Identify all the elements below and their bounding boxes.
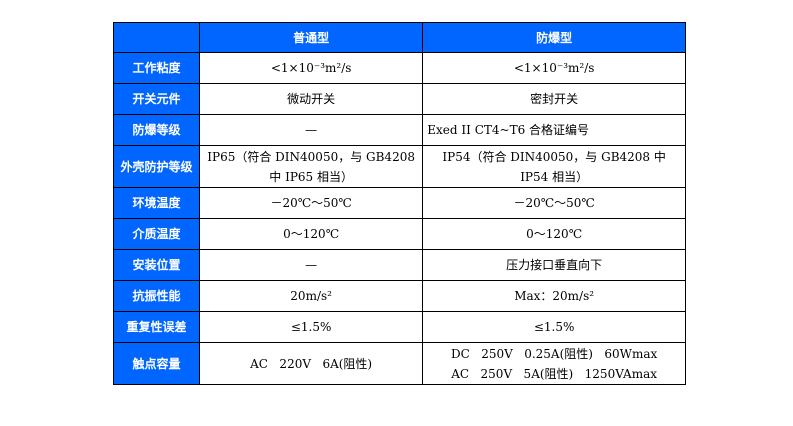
cell-normal: 20m/s²	[198, 280, 424, 312]
cell-normal: —	[198, 114, 424, 146]
row-label: 重复性误差	[113, 311, 200, 343]
table-row: 开关元件 微动开关 密封开关	[113, 83, 686, 115]
cell-explosion-proof: 密封开关	[422, 83, 686, 115]
table-row: 安装位置 — 压力接口垂直向下	[113, 249, 686, 281]
cell-normal: ≤1.5%	[198, 311, 424, 343]
cell-explosion-proof: 0～120℃	[422, 218, 686, 250]
contact-ac: AC 250V 5A(阻性) 1250VAmax	[451, 366, 658, 381]
table-row: 外壳防护等级 IP65（符合 DIN40050，与 GB4208 中 IP65 相…	[113, 145, 686, 188]
table-row: 环境温度 －20℃～50℃ －20℃～50℃	[113, 187, 686, 219]
row-label: 安装位置	[113, 249, 200, 281]
table-header-row: 普通型 防爆型	[113, 22, 686, 53]
corner-cell	[113, 22, 200, 53]
cell-normal: －20℃～50℃	[198, 187, 424, 219]
row-label: 介质温度	[113, 218, 200, 250]
cell-explosion-proof: Max：20m/s²	[422, 280, 686, 312]
spec-table: 普通型 防爆型 工作粘度 <1×10⁻³m²/s <1×10⁻³m²/s 开关元件微…	[113, 22, 686, 385]
row-label: 防爆等级	[113, 114, 200, 146]
cell-normal: —	[198, 249, 424, 281]
row-label: 触点容量	[113, 342, 200, 385]
cell-normal: 微动开关	[198, 83, 424, 115]
cell-explosion-proof: IP54（符合 DIN40050，与 GB4208 中 IP54 相当）	[422, 145, 686, 188]
cell-normal: AC 220V 6A(阻性)	[198, 342, 424, 385]
table-row: 工作粘度 <1×10⁻³m²/s <1×10⁻³m²/s	[113, 52, 686, 84]
row-label: 开关元件	[113, 83, 200, 115]
contact-dc: DC 250V 0.25A(阻性) 60Wmax	[450, 346, 658, 361]
cell-explosion-proof: －20℃～50℃	[422, 187, 686, 219]
cell-explosion-proof: DC 250V 0.25A(阻性) 60Wmax AC 250V 5A(阻性) 1…	[422, 342, 686, 385]
cell-explosion-proof: Exed II CT4~T6 合格证编号	[422, 114, 686, 146]
header-normal: 普通型	[198, 22, 424, 53]
row-label: 环境温度	[113, 187, 200, 219]
row-label: 抗振性能	[113, 280, 200, 312]
table-row: 重复性误差 ≤1.5% ≤1.5%	[113, 311, 686, 343]
row-label: 工作粘度	[113, 52, 200, 84]
cell-explosion-proof: <1×10⁻³m²/s	[422, 52, 686, 84]
cell-normal: IP65（符合 DIN40050，与 GB4208 中 IP65 相当）	[198, 145, 424, 188]
row-label: 外壳防护等级	[113, 145, 200, 188]
header-explosion-proof: 防爆型	[422, 22, 686, 53]
table-row: 触点容量 AC 220V 6A(阻性) DC 250V 0.25A(阻性) 60Wm…	[113, 342, 686, 385]
table-row: 防爆等级 — Exed II CT4~T6 合格证编号	[113, 114, 686, 146]
cell-normal: <1×10⁻³m²/s	[198, 52, 424, 84]
cell-normal: 0～120℃	[198, 218, 424, 250]
cell-explosion-proof: ≤1.5%	[422, 311, 686, 343]
cell-explosion-proof: 压力接口垂直向下	[422, 249, 686, 281]
table-row: 抗振性能 20m/s² Max：20m/s²	[113, 280, 686, 312]
table-row: 介质温度 0～120℃ 0～120℃	[113, 218, 686, 250]
